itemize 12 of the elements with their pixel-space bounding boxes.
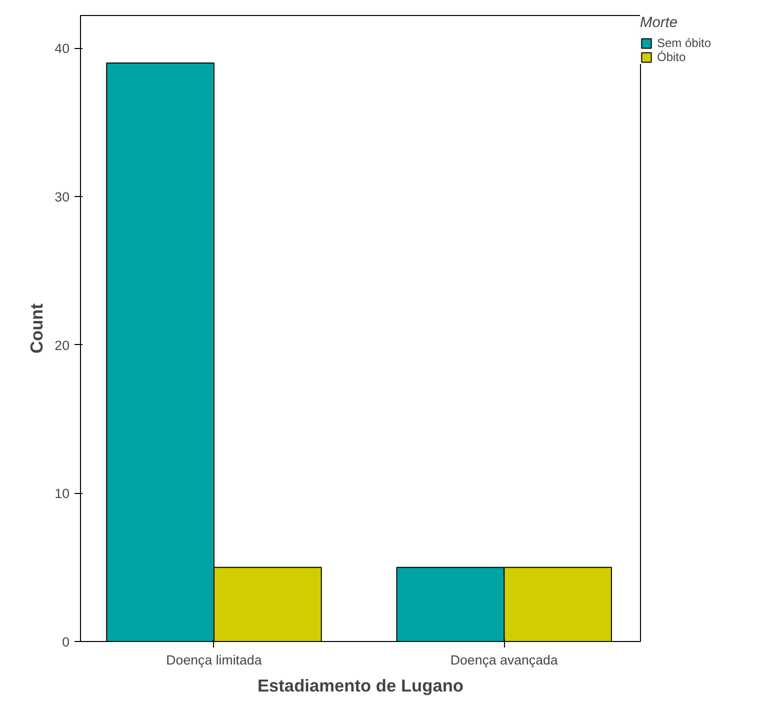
- y-tick-label: 40: [54, 41, 70, 56]
- legend-label: Óbito: [657, 50, 686, 64]
- y-axis-title: Count: [26, 303, 47, 354]
- x-tick-label: Doença limitada: [166, 652, 262, 668]
- x-axis-title: Estadiamento de Lugano: [257, 676, 464, 696]
- y-tick-label: 20: [54, 338, 70, 353]
- x-tick-label: Doença avançada: [450, 652, 558, 668]
- legend-title: Morte: [640, 15, 678, 31]
- y-tick-label: 10: [54, 486, 70, 502]
- y-tick-label: 30: [54, 189, 70, 204]
- y-tick-label: 0: [62, 634, 70, 650]
- legend-label: Sem óbito: [657, 36, 712, 50]
